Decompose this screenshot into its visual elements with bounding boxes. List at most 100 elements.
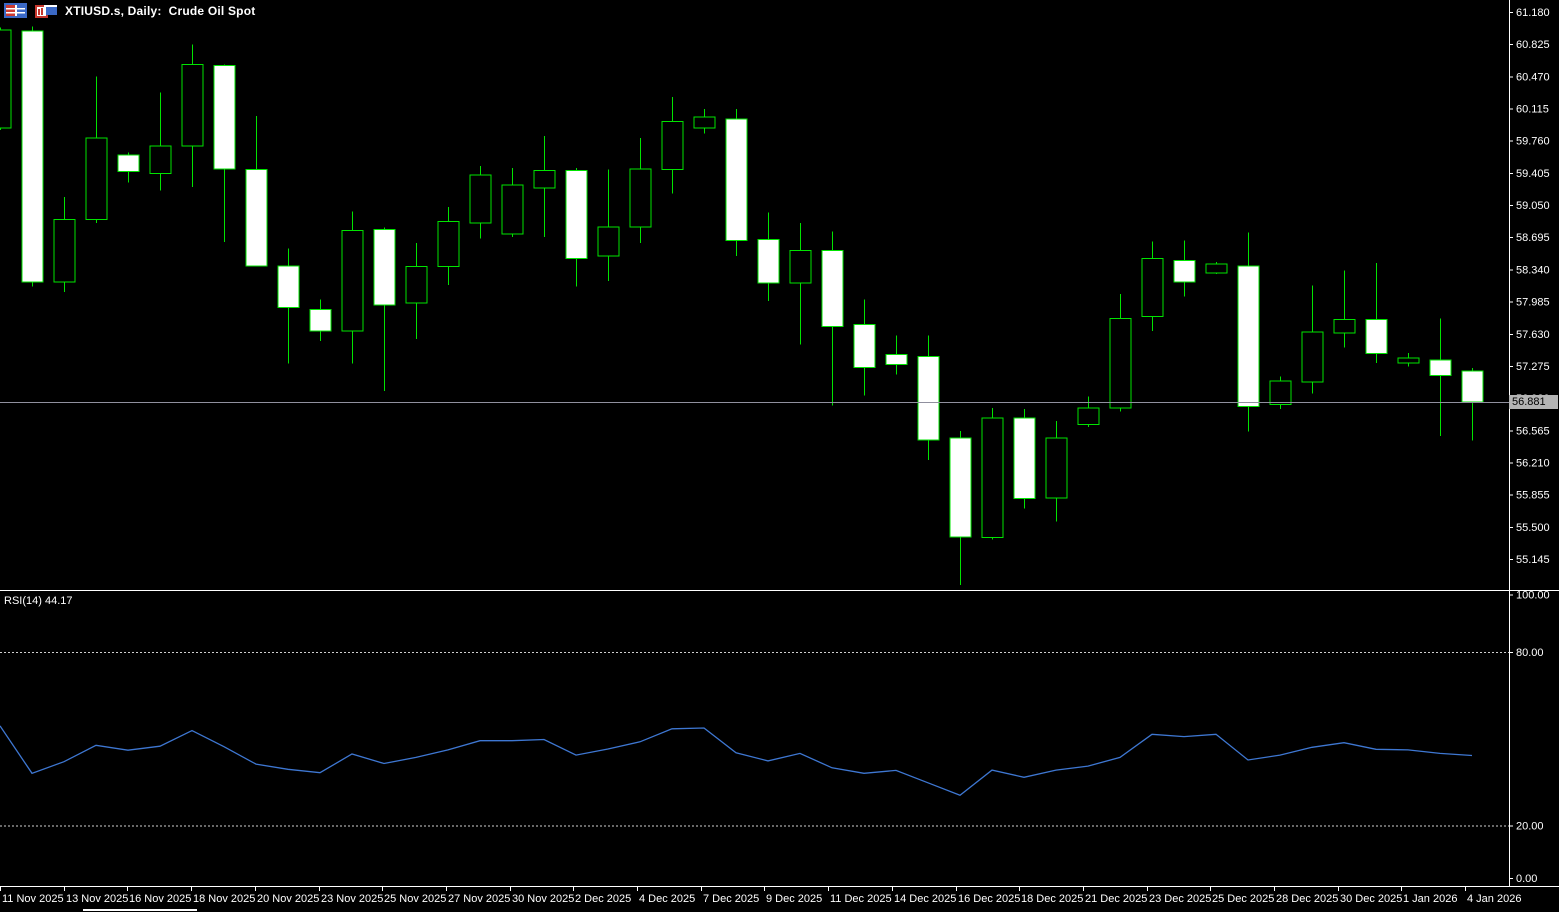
- candle-body-bull: [469, 174, 492, 224]
- date-tick-label: 18 Dec 2025: [1021, 893, 1083, 905]
- date-tick-label: 30 Dec 2025: [1340, 893, 1402, 905]
- candle-body-bear: [917, 355, 940, 441]
- date-tick-label: 16 Dec 2025: [958, 893, 1020, 905]
- candle-body-bear: [373, 229, 396, 306]
- date-tick-label: 4 Jan 2026: [1467, 893, 1521, 905]
- candle-body-bull: [1301, 331, 1324, 383]
- price-tick-label: 55.500: [1516, 522, 1550, 534]
- rsi-tick-label: 0.00: [1516, 873, 1537, 885]
- date-tick-label: 9 Dec 2025: [766, 893, 822, 905]
- chart-window-icon[interactable]: [35, 3, 57, 18]
- candle-body-bear: [885, 354, 908, 366]
- price-tick-label: 57.630: [1516, 329, 1550, 341]
- candle-body-bull: [1045, 437, 1068, 499]
- candle-body-bull: [533, 170, 556, 189]
- candle-body-bull: [629, 168, 652, 228]
- rsi-tick-label: 80.00: [1516, 647, 1544, 659]
- candle-body-bull: [1333, 318, 1356, 334]
- date-tick-label: 25 Dec 2025: [1212, 893, 1274, 905]
- candle-body-bear: [757, 239, 780, 284]
- candle-body-bear: [309, 308, 332, 332]
- candle-body-bear: [1365, 318, 1388, 355]
- candle-body-bear: [213, 64, 236, 170]
- candle-body-bear: [1173, 259, 1196, 283]
- price-tick-label: 60.470: [1516, 71, 1550, 83]
- candle-body-bear: [821, 249, 844, 328]
- candle-body-bull: [149, 145, 172, 174]
- date-tick-label: 28 Dec 2025: [1276, 893, 1338, 905]
- candle-body-bull: [981, 417, 1004, 539]
- candle-body-bear: [21, 30, 44, 283]
- price-tick-label: 58.695: [1516, 232, 1550, 244]
- rsi-tick-label: 20.00: [1516, 820, 1544, 832]
- date-tick-label: 2 Dec 2025: [575, 893, 631, 905]
- candle-body-bull: [1141, 258, 1164, 318]
- candle-body-bull: [437, 220, 460, 268]
- date-tick-label: 20 Nov 2025: [257, 893, 319, 905]
- date-tick-label: 18 Nov 2025: [193, 893, 255, 905]
- candle-body-bull: [597, 226, 620, 257]
- quotes-table-icon[interactable]: [4, 3, 27, 18]
- price-tick-label: 55.855: [1516, 490, 1550, 502]
- date-tick-label: 25 Nov 2025: [384, 893, 446, 905]
- price-tick-label: 60.825: [1516, 39, 1550, 51]
- candle-body-bull: [181, 64, 204, 147]
- candle-body-bear: [1429, 359, 1452, 376]
- candle-body-bear: [853, 324, 876, 368]
- chart-title: XTIUSD.s, Daily: Crude Oil Spot: [65, 3, 256, 18]
- price-tick-label: 59.405: [1516, 168, 1550, 180]
- price-tick-label: 56.210: [1516, 457, 1550, 469]
- date-tick-label: 30 Nov 2025: [512, 893, 574, 905]
- price-tick-label: 57.985: [1516, 297, 1550, 309]
- date-tick-label: 16 Nov 2025: [129, 893, 191, 905]
- price-tick-label: 57.275: [1516, 361, 1550, 373]
- candle-body-bull: [405, 266, 428, 304]
- candle-body-bear: [565, 170, 588, 260]
- candle-body-bear: [1013, 417, 1036, 500]
- candle-body-bull: [85, 137, 108, 221]
- candle-body-bear: [117, 154, 140, 173]
- candle-body-bull: [789, 249, 812, 284]
- candle-body-bull: [501, 184, 524, 235]
- scrollbar-thumb[interactable]: [83, 909, 197, 911]
- candle-body-bear: [1237, 265, 1260, 407]
- price-tick-label: 56.565: [1516, 425, 1550, 437]
- price-tick-label: 59.760: [1516, 136, 1550, 148]
- date-tick-label: 14 Dec 2025: [894, 893, 956, 905]
- candle-body-bull: [1397, 357, 1420, 364]
- candle-body-bull: [0, 29, 12, 129]
- rsi-tick-label: 100.00: [1516, 589, 1550, 601]
- candle-body-bear: [1461, 370, 1484, 403]
- date-tick-label: 11 Dec 2025: [830, 893, 892, 905]
- date-tick-label: 13 Nov 2025: [66, 893, 128, 905]
- chart-title-overlay: XTIUSD.s, Daily: Crude Oil Spot: [4, 3, 255, 18]
- date-tick-label: 23 Dec 2025: [1149, 893, 1211, 905]
- candle-body-bull: [1205, 263, 1228, 274]
- rsi-line: [0, 725, 1473, 796]
- candle-body-bull: [1077, 407, 1100, 425]
- date-tick-label: 21 Dec 2025: [1085, 893, 1147, 905]
- rsi-indicator-label: RSI(14) 44.17: [4, 595, 73, 607]
- price-tick-label: 55.145: [1516, 554, 1550, 566]
- current-price-value: 56.881: [1512, 396, 1546, 408]
- candle-body-bear: [277, 265, 300, 308]
- current-price-tag: 56.881: [1509, 395, 1558, 409]
- date-tick-label: 7 Dec 2025: [703, 893, 759, 905]
- price-tick-label: 61.180: [1516, 7, 1550, 19]
- candle-body-bear: [725, 118, 748, 241]
- candle-body-bull: [341, 229, 364, 332]
- date-tick-label: 1 Jan 2026: [1403, 893, 1457, 905]
- candle-body-bull: [53, 219, 76, 283]
- date-tick-label: 4 Dec 2025: [639, 893, 695, 905]
- candle-body-bull: [661, 121, 684, 171]
- price-tick-label: 59.050: [1516, 200, 1550, 212]
- price-tick-label: 58.340: [1516, 264, 1550, 276]
- candle-body-bull: [693, 116, 716, 129]
- date-tick-label: 23 Nov 2025: [321, 893, 383, 905]
- date-tick-label: 27 Nov 2025: [448, 893, 510, 905]
- date-tick-label: 11 Nov 2025: [2, 893, 64, 905]
- price-tick-label: 60.115: [1516, 104, 1549, 116]
- candle-body-bull: [1109, 317, 1132, 409]
